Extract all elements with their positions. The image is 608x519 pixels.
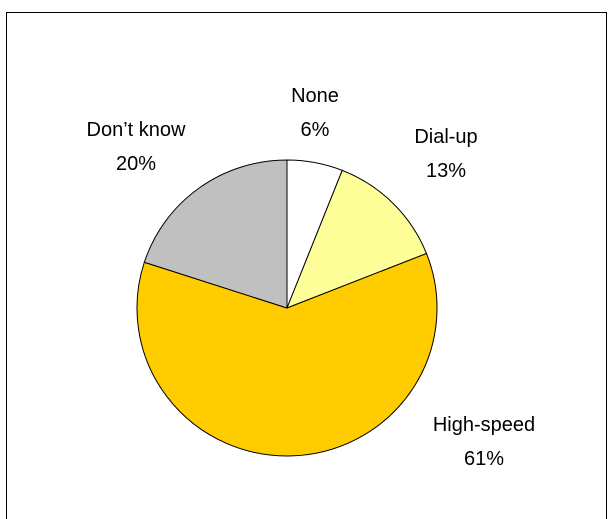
pie-slice-dial-up <box>286 169 428 309</box>
slice-value-high-speed: 61% <box>464 448 504 470</box>
pie-slice-don-t-know <box>143 159 288 309</box>
slice-label-don-t-know: Don’t know <box>87 119 186 141</box>
pie-slice-high-speed <box>136 252 438 457</box>
chart-frame <box>6 12 607 519</box>
slice-value-don-t-know: 20% <box>116 153 156 175</box>
slice-label-dial-up: Dial-up <box>414 126 477 148</box>
slice-value-dial-up: 13% <box>426 160 466 182</box>
slice-label-none: None <box>291 85 339 107</box>
slice-value-none: 6% <box>301 119 330 141</box>
slice-label-high-speed: High-speed <box>433 414 535 436</box>
